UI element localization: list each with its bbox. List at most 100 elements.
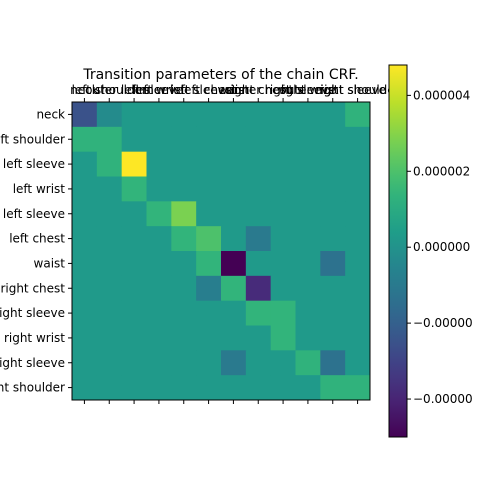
heatmap-cell: [270, 325, 296, 351]
heatmap-cell: [96, 102, 123, 128]
heatmap-cell: [295, 226, 321, 252]
heatmap-cell: [171, 325, 197, 351]
heatmap-cell: [146, 375, 172, 401]
heatmap-cell: [171, 375, 197, 401]
heatmap-cell: [171, 126, 197, 153]
heatmap-cell: [72, 325, 98, 351]
heatmap-cell: [72, 126, 98, 153]
heatmap-cell: [196, 325, 222, 351]
heatmap-cell: [320, 375, 346, 401]
heatmap-cell: [320, 151, 346, 177]
heatmap-cell: [121, 300, 147, 326]
heatmap-cell: [345, 126, 371, 153]
heatmap-cell: [345, 102, 371, 128]
y-axis: neck left shoulder outer left sleeve left w…: [0, 107, 72, 395]
x-tick-label: waist: [218, 83, 250, 97]
heatmap-cell: [295, 300, 321, 326]
heatmap-cell: [221, 126, 247, 153]
heatmap-cell: [295, 251, 321, 277]
heatmap-cell: [146, 300, 172, 326]
heatmap-cell: [245, 251, 272, 277]
heatmap-cell: [221, 325, 247, 351]
heatmap-cell: [171, 176, 197, 202]
chart-title: Transition parameters of the chain CRF.: [82, 67, 358, 83]
heatmap-cell: [320, 251, 346, 277]
heatmap-cell: [72, 251, 98, 277]
heatmap-cell: [171, 226, 197, 252]
heatmap-cell: [96, 176, 123, 202]
heatmap-cell: [196, 350, 222, 376]
heatmap-cell: [196, 226, 222, 252]
heatmap-cell: [146, 275, 172, 302]
heatmap-cell: [245, 275, 272, 302]
colorbar-tick-label: −0.00000: [413, 316, 473, 330]
heatmap-cell: [196, 251, 222, 277]
heatmap-cell: [96, 226, 123, 252]
heatmap-cell: [72, 275, 98, 302]
heatmap-cell: [295, 102, 321, 128]
heatmap-cell: [196, 151, 222, 177]
heatmap-cell: [146, 151, 172, 177]
x-tick-label: inner left sleeve: [135, 83, 232, 97]
y-tick-label: left chest: [9, 232, 65, 246]
heatmap-cell: [221, 102, 247, 128]
heatmap-cell: [245, 151, 272, 177]
heatmap-cell: [72, 350, 98, 376]
heatmap-cell: [320, 300, 346, 326]
heatmap-cell: [295, 176, 321, 202]
heatmap-cell: [121, 275, 147, 302]
x-tick-label: right chest: [226, 83, 291, 97]
heatmap-cell: [345, 176, 371, 202]
heatmap-cell: [270, 251, 296, 277]
heatmap-cell: [245, 375, 272, 401]
heatmap-cell: [196, 300, 222, 326]
y-tick-label: waist: [34, 256, 66, 270]
heatmap-cell: [245, 325, 272, 351]
heatmap-cell: [72, 176, 98, 202]
y-tick-label: right wrist: [4, 331, 65, 345]
heatmap-cell: [121, 226, 147, 252]
heatmap-cell: [221, 275, 247, 302]
heatmap-cell: [270, 176, 296, 202]
x-tick-label: inner right sleeve: [230, 83, 336, 97]
heatmap-cell: [121, 201, 147, 227]
heatmap-cell: [221, 350, 247, 376]
heatmap-cell: [245, 226, 272, 252]
heatmap-cell: [345, 300, 371, 326]
heatmap-cell: [196, 375, 222, 401]
heatmap-cell: [72, 102, 98, 128]
heatmap-cell: [320, 350, 346, 376]
heatmap-cell: [146, 325, 172, 351]
heatmap-cell: [221, 375, 247, 401]
heatmap-cell: [245, 300, 272, 326]
heatmap-cells: [72, 102, 371, 401]
heatmap-cell: [345, 226, 371, 252]
heatmap-cell: [221, 151, 247, 177]
heatmap-cell: [121, 325, 147, 351]
colorbar-tick-label: 0.000002: [413, 164, 470, 178]
heatmap-cell: [270, 226, 296, 252]
heatmap-cell: [146, 350, 172, 376]
heatmap-cell: [72, 151, 98, 177]
heatmap-cell: [96, 151, 123, 177]
heatmap-cell: [320, 275, 346, 302]
heatmap-cell: [270, 201, 296, 227]
plot-frame: [71, 101, 371, 401]
x-tick-label: right wrist: [277, 83, 338, 97]
heatmap-cell: [245, 176, 272, 202]
heatmap-cell: [221, 300, 247, 326]
heatmap-cell: [270, 151, 296, 177]
heatmap-cell: [146, 251, 172, 277]
heatmap-cell: [320, 226, 346, 252]
heatmap-cell: [221, 201, 247, 227]
heatmap-cell: [72, 226, 98, 252]
x-tick-label: left chest: [181, 83, 237, 97]
heatmap-cell: [245, 201, 272, 227]
x-tick-label: neck: [70, 83, 99, 97]
heatmap-cell: [196, 126, 222, 153]
heatmap-cell: [121, 126, 147, 153]
y-tick-label: left shoulder: [0, 132, 65, 146]
heatmap-cell: [270, 126, 296, 153]
heatmap-cell: [320, 176, 346, 202]
